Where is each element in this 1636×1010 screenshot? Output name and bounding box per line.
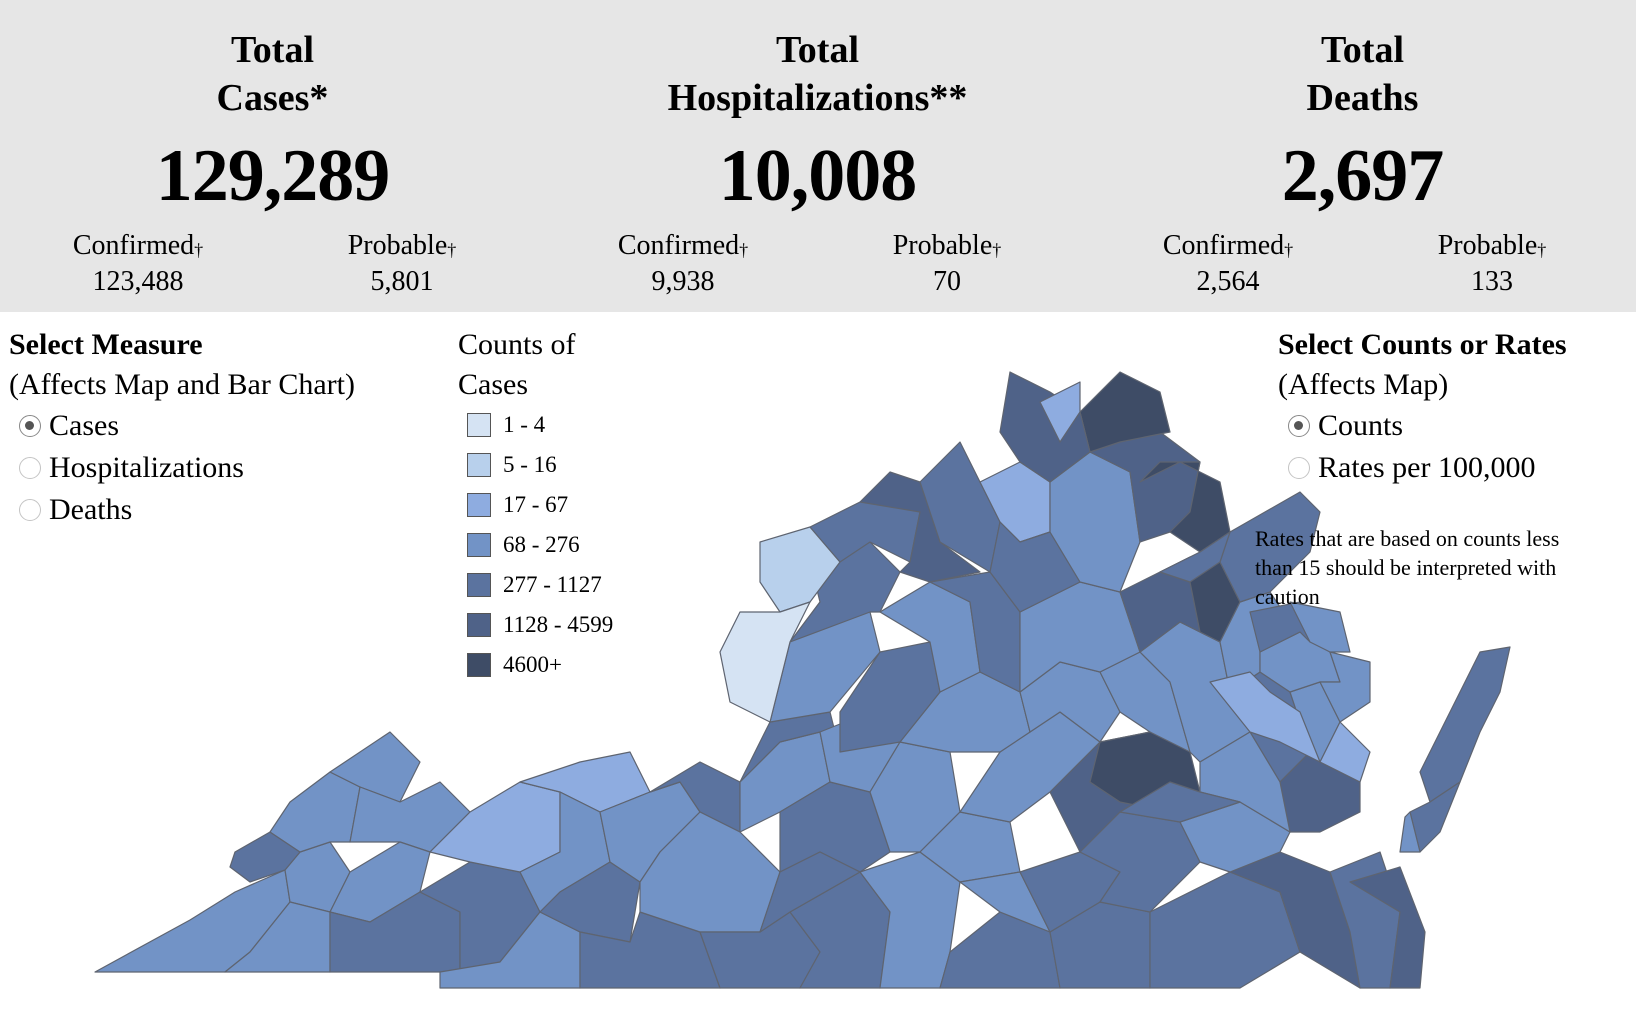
legend-item: 17 - 67 bbox=[458, 485, 658, 525]
county-region[interactable] bbox=[1139, 461, 1231, 553]
radio-button[interactable] bbox=[19, 415, 41, 437]
radio-button[interactable] bbox=[1288, 415, 1310, 437]
legend-swatch bbox=[467, 413, 491, 437]
legend-item: 5 - 16 bbox=[458, 445, 658, 485]
county-region[interactable] bbox=[1399, 811, 1421, 853]
legend-swatch bbox=[467, 613, 491, 637]
measure-option-deaths[interactable]: Deaths bbox=[9, 489, 355, 531]
rate-option-rates[interactable]: Rates per 100,000 bbox=[1278, 447, 1567, 489]
summary-panel: Total Cases* 129,289 Confirmed† 123,488 P… bbox=[0, 0, 1636, 312]
legend-label: 1 - 4 bbox=[503, 412, 546, 437]
radio-button[interactable] bbox=[19, 499, 41, 521]
deaths-title: Total Deaths bbox=[1306, 29, 1419, 119]
legend-label: 17 - 67 bbox=[503, 492, 569, 517]
rate-option-counts[interactable]: Counts bbox=[1278, 405, 1567, 447]
county-region[interactable] bbox=[269, 771, 361, 853]
hospitalizations-probable: Probable† 70 bbox=[892, 230, 1002, 297]
county-region[interactable] bbox=[1209, 671, 1321, 763]
county-region[interactable] bbox=[329, 731, 421, 803]
legend-swatch bbox=[467, 533, 491, 557]
legend-swatch bbox=[467, 573, 491, 597]
cases-total: 129,289 bbox=[155, 135, 391, 217]
rate-selector-subtitle: (Affects Map) bbox=[1278, 368, 1449, 401]
measure-option-hospitalizations[interactable]: Hospitalizations bbox=[9, 447, 355, 489]
county-region[interactable] bbox=[1349, 866, 1426, 989]
county-region[interactable] bbox=[1219, 491, 1321, 603]
deaths-confirmed: Confirmed† 2,564 bbox=[1162, 230, 1294, 297]
rate-selector: Select Counts or Rates (Affects Map) Cou… bbox=[1278, 325, 1567, 489]
deaths-summary: Total Deaths 2,697 Confirmed† 2,564 Proba… bbox=[1090, 0, 1635, 312]
legend-item: 1128 - 4599 bbox=[458, 605, 658, 645]
county-region[interactable] bbox=[759, 851, 861, 933]
cases-summary: Total Cases* 129,289 Confirmed† 123,488 P… bbox=[0, 0, 545, 312]
county-region[interactable] bbox=[1319, 721, 1371, 783]
radio-button[interactable] bbox=[19, 457, 41, 479]
map-legend: Counts of Cases 1 - 4 5 - 16 17 - 67 68 - 27… bbox=[458, 325, 658, 685]
hospitalizations-title: Total Hospitalizations** bbox=[667, 29, 968, 119]
county-region[interactable] bbox=[1409, 781, 1461, 853]
county-region[interactable] bbox=[1289, 601, 1351, 653]
legend-label: 68 - 276 bbox=[503, 532, 580, 557]
cases-title: Total Cases* bbox=[216, 29, 329, 119]
hospitalizations-total: 10,008 bbox=[718, 135, 918, 217]
deaths-probable: Probable† 133 bbox=[1437, 230, 1547, 297]
legend-title: Counts of Cases bbox=[458, 328, 576, 401]
legend-item: 277 - 1127 bbox=[458, 565, 658, 605]
county-region[interactable] bbox=[919, 811, 1021, 883]
virginia-county-map[interactable] bbox=[0, 312, 1636, 1010]
deaths-total: 2,697 bbox=[1281, 135, 1445, 217]
legend-label: 277 - 1127 bbox=[503, 572, 602, 597]
legend-swatch bbox=[467, 493, 491, 517]
legend-item: 4600+ bbox=[458, 645, 658, 685]
county-region[interactable] bbox=[719, 601, 811, 723]
rates-caution-note: Rates that are based on counts less than… bbox=[1255, 526, 1560, 609]
county-region[interactable] bbox=[1159, 531, 1231, 583]
legend-item: 68 - 276 bbox=[458, 525, 658, 565]
legend-label: 4600+ bbox=[503, 652, 562, 677]
county-region[interactable] bbox=[1419, 646, 1511, 803]
rate-selector-title: Select Counts or Rates bbox=[1278, 328, 1567, 361]
hospitalizations-summary: Total Hospitalizations** 10,008 Confirmed… bbox=[545, 0, 1090, 312]
county-region[interactable] bbox=[1039, 381, 1081, 443]
county-region[interactable] bbox=[224, 901, 331, 973]
hospitalizations-confirmed: Confirmed† 9,938 bbox=[617, 230, 749, 297]
legend-swatch bbox=[467, 653, 491, 677]
legend-label: 1128 - 4599 bbox=[503, 612, 614, 637]
legend-item: 1 - 4 bbox=[458, 405, 658, 445]
measure-selector-title: Select Measure bbox=[9, 328, 203, 361]
cases-confirmed: Confirmed† 123,488 bbox=[72, 230, 204, 297]
measure-selector: Select Measure (Affects Map and Bar Char… bbox=[9, 325, 355, 531]
county-region[interactable] bbox=[1119, 781, 1241, 823]
cases-probable: Probable† 5,801 bbox=[347, 230, 457, 297]
measure-selector-subtitle: (Affects Map and Bar Chart) bbox=[9, 368, 355, 401]
county-region[interactable] bbox=[859, 471, 981, 583]
legend-label: 5 - 16 bbox=[503, 452, 557, 477]
measure-option-cases[interactable]: Cases bbox=[9, 405, 355, 447]
radio-button[interactable] bbox=[1288, 457, 1310, 479]
legend-swatch bbox=[467, 453, 491, 477]
